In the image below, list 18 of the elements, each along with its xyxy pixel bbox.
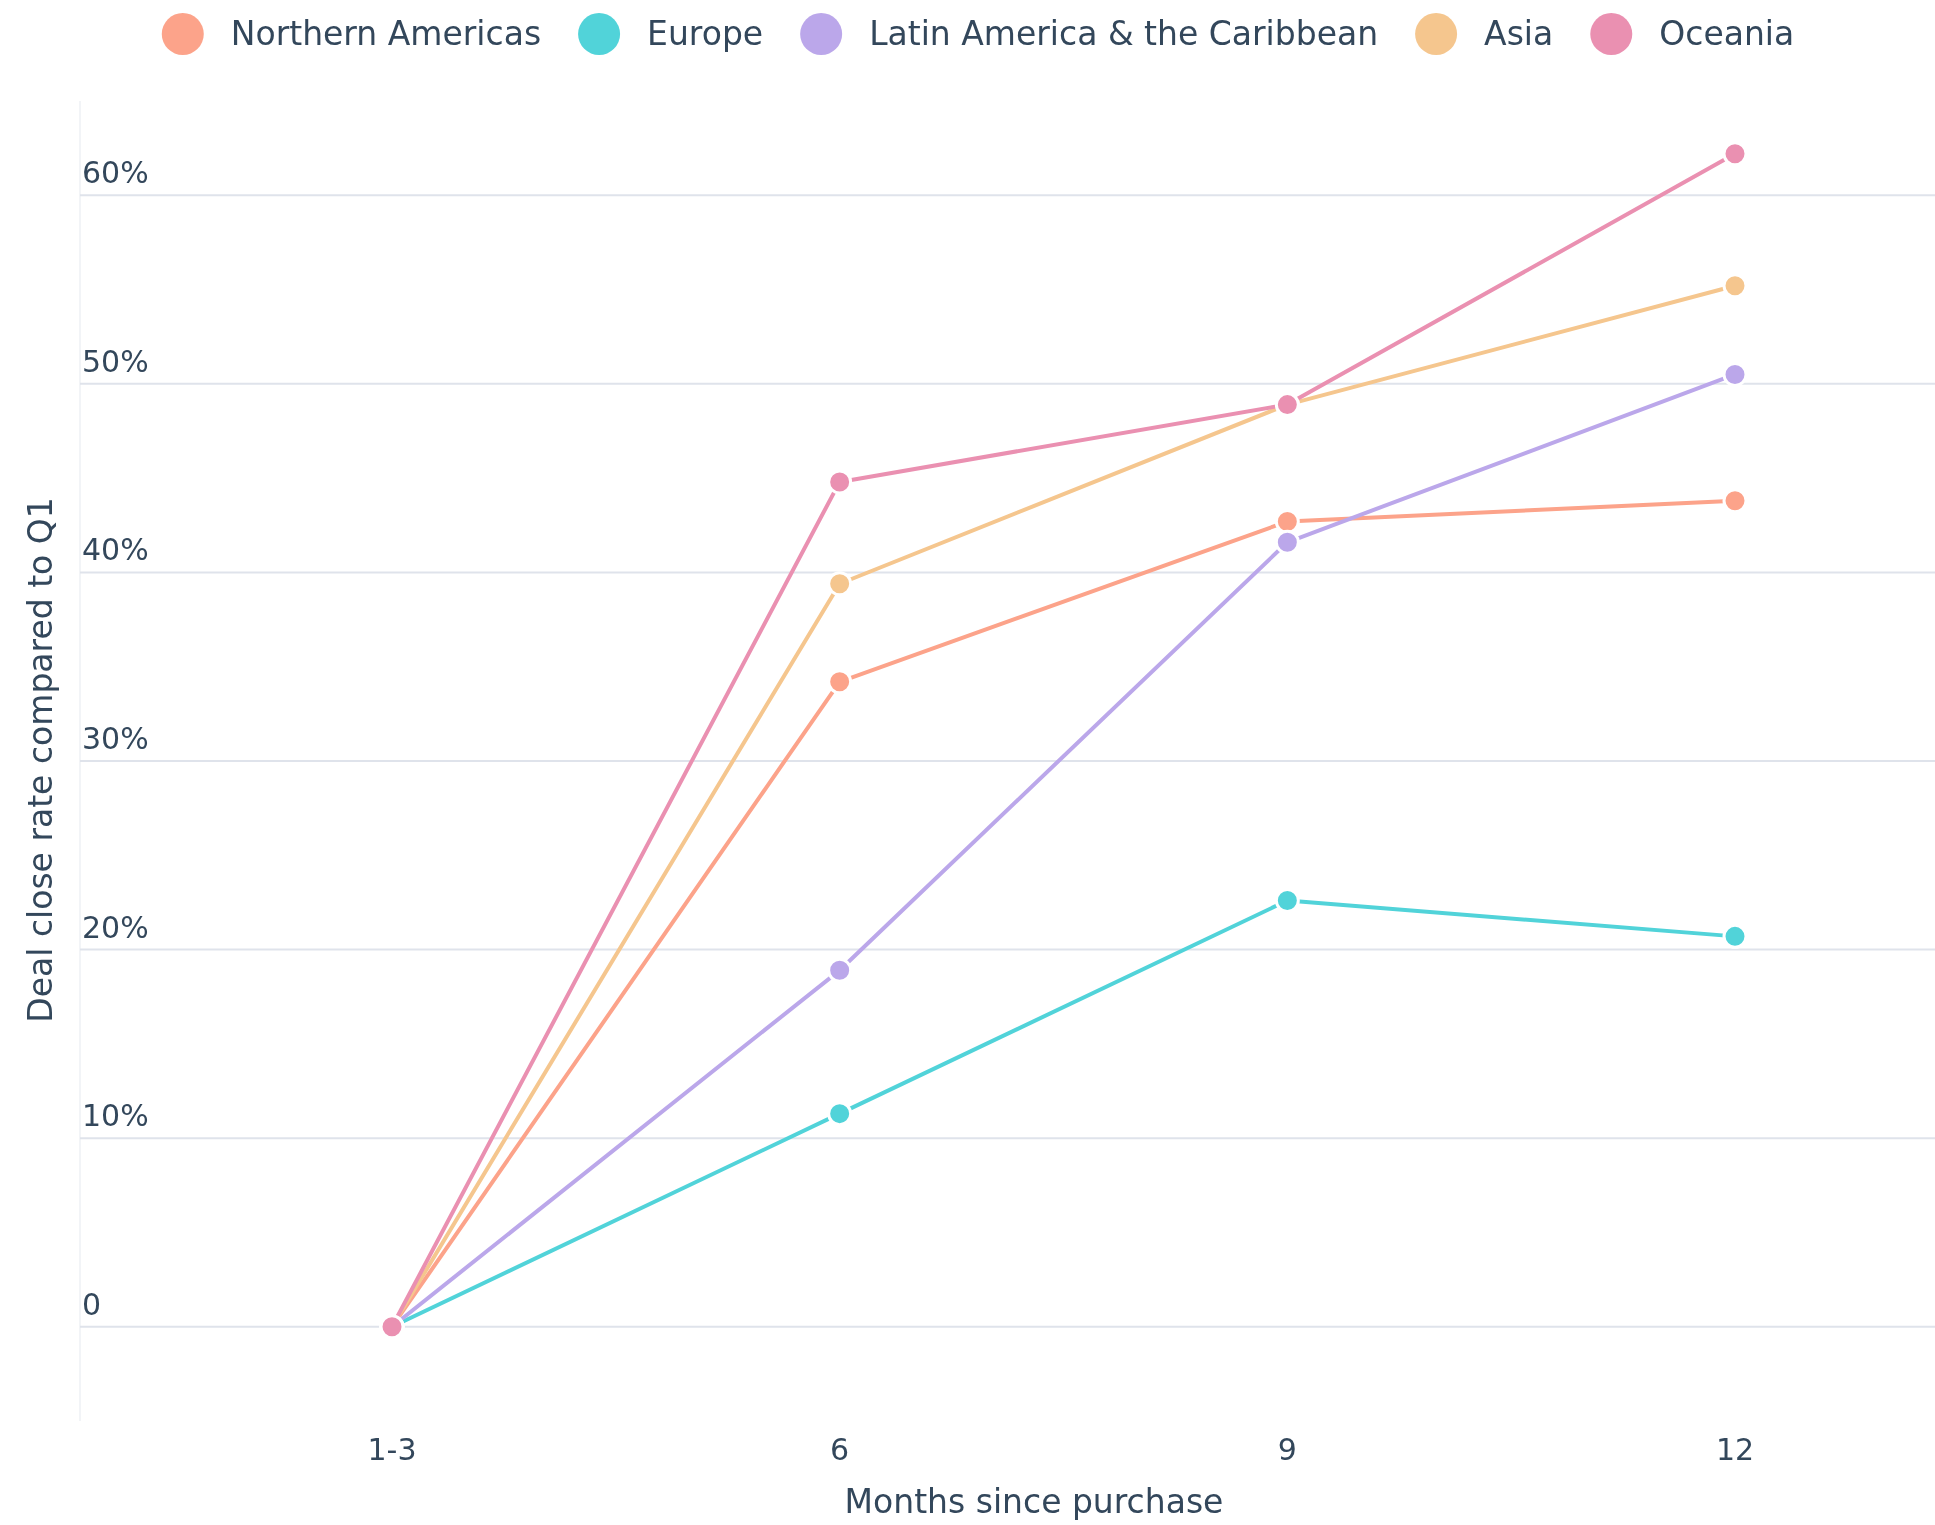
y-tick-label: 20% — [82, 909, 149, 945]
y-tick-label: 60% — [82, 155, 149, 191]
x-tick-label: 9 — [1277, 1432, 1297, 1467]
y-tick-label: 30% — [82, 721, 149, 756]
y-tick-label: 40% — [82, 532, 149, 568]
x-tick-label: 6 — [830, 1432, 850, 1467]
y-tick-label: 0 — [82, 1286, 102, 1322]
legend-label: Northern Americas — [230, 14, 542, 53]
legend-label: Europe — [647, 14, 764, 53]
x-axis-title: Months since purchase — [844, 1482, 1224, 1521]
legend-label: Latin America & the Caribbean — [869, 14, 1379, 53]
y-axis-title: Deal close rate compared to Q1 — [21, 497, 60, 1023]
x-tick-label: 12 — [1715, 1432, 1755, 1467]
legend-label: Asia — [1484, 14, 1554, 53]
y-tick-label: 50% — [82, 343, 149, 379]
y-tick-label: 10% — [82, 1098, 149, 1134]
legend-label: Oceania — [1659, 14, 1795, 53]
x-tick-label: 1-3 — [367, 1432, 417, 1467]
